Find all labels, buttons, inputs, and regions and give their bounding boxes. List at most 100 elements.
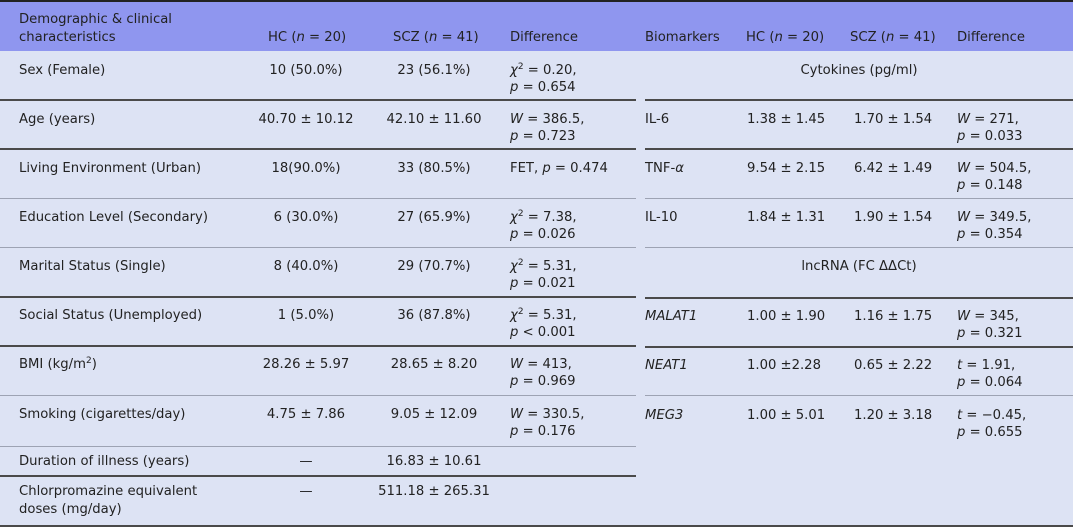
header-right-scz-suffix: = 41) <box>894 30 936 45</box>
p-symbol: p <box>542 161 551 176</box>
header-hc-n: n <box>296 30 305 45</box>
p-value: = 0.654 <box>518 80 576 95</box>
p-value: = 0.176 <box>518 424 576 439</box>
p-symbol: p <box>510 80 519 95</box>
biomarker-diff-stat: t = −0.45, <box>957 406 1026 425</box>
biomarker-diff-p: p = 0.655 <box>957 423 1023 442</box>
biomarker-diff-stat: t = 1.91, <box>957 356 1015 375</box>
superscript: 2 <box>517 307 524 317</box>
row-label: Education Level (Secondary) <box>19 210 208 225</box>
row-hc: 4.75 ± 7.86 <box>266 407 346 422</box>
superscript: 2 <box>85 356 92 366</box>
stat-value: = 349.5, <box>970 210 1032 225</box>
row-hc: 1 (5.0%) <box>277 308 335 323</box>
p-symbol: p <box>957 375 966 390</box>
p-symbol: p <box>957 227 966 242</box>
label-text: TNF- <box>645 161 676 176</box>
header-scz-suffix: = 41) <box>437 30 479 45</box>
header-biomarkers: Biomarkers <box>645 30 720 45</box>
row-hc: 10 (50.0%) <box>269 63 343 78</box>
rule <box>0 395 636 396</box>
row-scz: 36 (87.8%) <box>397 308 471 323</box>
p-value: = 0.969 <box>518 374 576 389</box>
row-diff-stat: χ2 = 7.38, <box>510 208 577 227</box>
row-label: Age (years) <box>19 112 96 127</box>
row-scz: 42.10 ± 11.60 <box>386 112 482 127</box>
gene-name: MALAT1 <box>645 309 698 324</box>
biomarker-label: TNF-α <box>645 159 684 178</box>
w-symbol: W <box>957 309 971 324</box>
w-symbol: W <box>957 210 971 225</box>
row-diff-p: p = 0.021 <box>510 274 576 293</box>
rule <box>0 247 636 248</box>
stat-value: = 413, <box>523 357 572 372</box>
biomarker-scz: 1.20 ± 3.18 <box>854 408 933 423</box>
row-diff-p: p < 0.001 <box>510 323 576 342</box>
header-right-hc-prefix: HC ( <box>746 30 775 45</box>
gene-name: MEG3 <box>645 408 684 423</box>
row-scz: 9.05 ± 12.09 <box>390 407 478 422</box>
gene-name: NEAT1 <box>645 358 688 373</box>
biomarker-diff-stat: W = 504.5, <box>957 159 1031 178</box>
rule <box>645 297 1073 299</box>
row-diff-p: p = 0.969 <box>510 372 576 391</box>
row-diff-p: p = 0.654 <box>510 78 576 97</box>
biomarker-diff-p: p = 0.033 <box>957 127 1023 146</box>
p-symbol: p <box>510 276 519 291</box>
superscript: 2 <box>517 62 524 72</box>
biomarker-hc: 1.38 ± 1.45 <box>747 112 826 127</box>
biomarker-scz: 1.70 ± 1.54 <box>854 112 933 127</box>
w-symbol: W <box>957 112 971 127</box>
p-value: = 0.021 <box>518 276 576 291</box>
p-value: = 0.064 <box>965 375 1023 390</box>
w-symbol: W <box>510 407 524 422</box>
row-hc: 6 (30.0%) <box>273 210 339 225</box>
p-symbol: p <box>957 178 966 193</box>
stat-value: = 7.38, <box>523 210 577 225</box>
w-symbol: W <box>510 357 524 372</box>
biomarker-scz: 0.65 ± 2.22 <box>854 358 933 373</box>
row-label: Sex (Female) <box>19 63 106 78</box>
header-hc: HC (n = 20) <box>268 28 346 47</box>
section-title-cytokines: Cytokines (pg/ml) <box>800 63 918 78</box>
row-scz: 16.83 ± 10.61 <box>386 454 482 469</box>
p-symbol: p <box>510 424 519 439</box>
row-scz: 28.65 ± 8.20 <box>390 357 478 372</box>
rule <box>645 247 1073 248</box>
biomarker-label: IL-10 <box>645 210 678 225</box>
biomarker-hc: 1.00 ± 1.90 <box>747 309 826 324</box>
biomarker-diff-p: p = 0.064 <box>957 373 1023 392</box>
stat-value: = 0.20, <box>523 63 577 78</box>
row-label: BMI (kg/m2) <box>19 355 97 374</box>
stat-value: = 345, <box>970 309 1019 324</box>
header-right-hc: HC (n = 20) <box>746 28 824 47</box>
table-header-band <box>0 2 1073 51</box>
rule <box>645 395 1073 396</box>
row-scz: 29 (70.7%) <box>397 259 471 274</box>
header-difference: Difference <box>510 30 578 45</box>
rule <box>0 99 636 101</box>
rule <box>0 446 636 447</box>
row-hc: 18(90.0%) <box>271 161 341 176</box>
p-value: = 0.354 <box>965 227 1023 242</box>
header-scz-n: n <box>428 30 438 45</box>
rule <box>0 345 636 347</box>
biomarker-label: MALAT1 <box>645 307 697 326</box>
row-diff-p: p = 0.026 <box>510 225 576 244</box>
row-diff-stat: χ2 = 5.31, <box>510 306 577 325</box>
biomarker-diff-stat: W = 345, <box>957 307 1019 326</box>
row-hc: — <box>299 484 313 499</box>
p-symbol: p <box>957 425 966 440</box>
biomarker-hc: 1.00 ± 5.01 <box>747 408 826 423</box>
row-diff-p: p = 0.723 <box>510 127 576 146</box>
header-scz-prefix: SCZ ( <box>393 30 429 45</box>
row-scz: 33 (80.5%) <box>397 161 471 176</box>
stat-value: = 271, <box>970 112 1019 127</box>
row-diff-p: p = 0.176 <box>510 422 576 441</box>
p-value: = 0.033 <box>965 129 1023 144</box>
header-right-hc-n: n <box>774 30 783 45</box>
stat-value: = 504.5, <box>970 161 1032 176</box>
biomarker-label: NEAT1 <box>645 356 688 375</box>
row-diff-stat: W = 386.5, <box>510 110 584 129</box>
table-bottom-rule <box>0 525 1073 527</box>
